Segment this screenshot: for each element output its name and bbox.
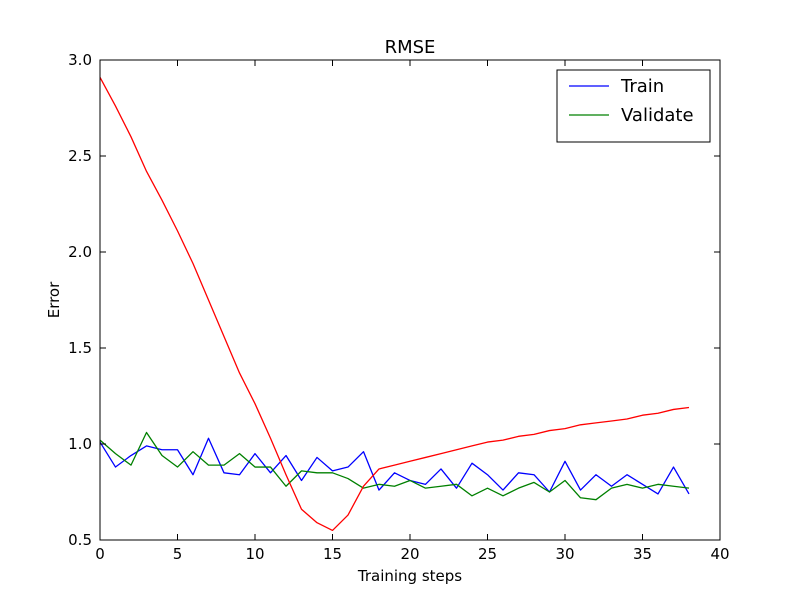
- y-tick-label: 3.0: [68, 51, 92, 69]
- legend-box: [556, 69, 711, 143]
- ticks-layer: 0 5 10 15 20 25 30 35 40 0.5 1.0 1.5 2.0 2.5 3.0: [68, 51, 729, 563]
- chart-title: RMSE: [385, 37, 436, 58]
- x-tick-label: 40: [710, 545, 729, 563]
- series-line-train: [99, 437, 690, 495]
- plot-layer: [99, 76, 690, 532]
- x-tick-label: 10: [245, 545, 264, 563]
- x-tick-label: 30: [555, 545, 574, 563]
- x-tick-label: 35: [633, 545, 652, 563]
- y-tick-label: 0.5: [68, 531, 92, 549]
- legend: Train Validate: [556, 69, 711, 143]
- x-tick-label: 25: [478, 545, 497, 563]
- y-axis-title: Error: [45, 281, 63, 318]
- legend-label-validate: Validate: [621, 105, 694, 126]
- series-line-unlabeled-2: [99, 76, 690, 532]
- legend-label-train: Train: [620, 76, 664, 97]
- y-tick-label: 2.5: [68, 147, 92, 165]
- series-line-validate: [99, 431, 690, 501]
- x-axis-title: Training steps: [357, 567, 462, 585]
- x-tick-label: 15: [323, 545, 342, 563]
- y-tick-label: 2.0: [68, 243, 92, 261]
- y-tick-label: 1.5: [68, 339, 92, 357]
- x-tick-label: 20: [400, 545, 419, 563]
- y-tick-label: 1.0: [68, 435, 92, 453]
- x-tick-label: 5: [173, 545, 183, 563]
- x-tick-label: 0: [95, 545, 105, 563]
